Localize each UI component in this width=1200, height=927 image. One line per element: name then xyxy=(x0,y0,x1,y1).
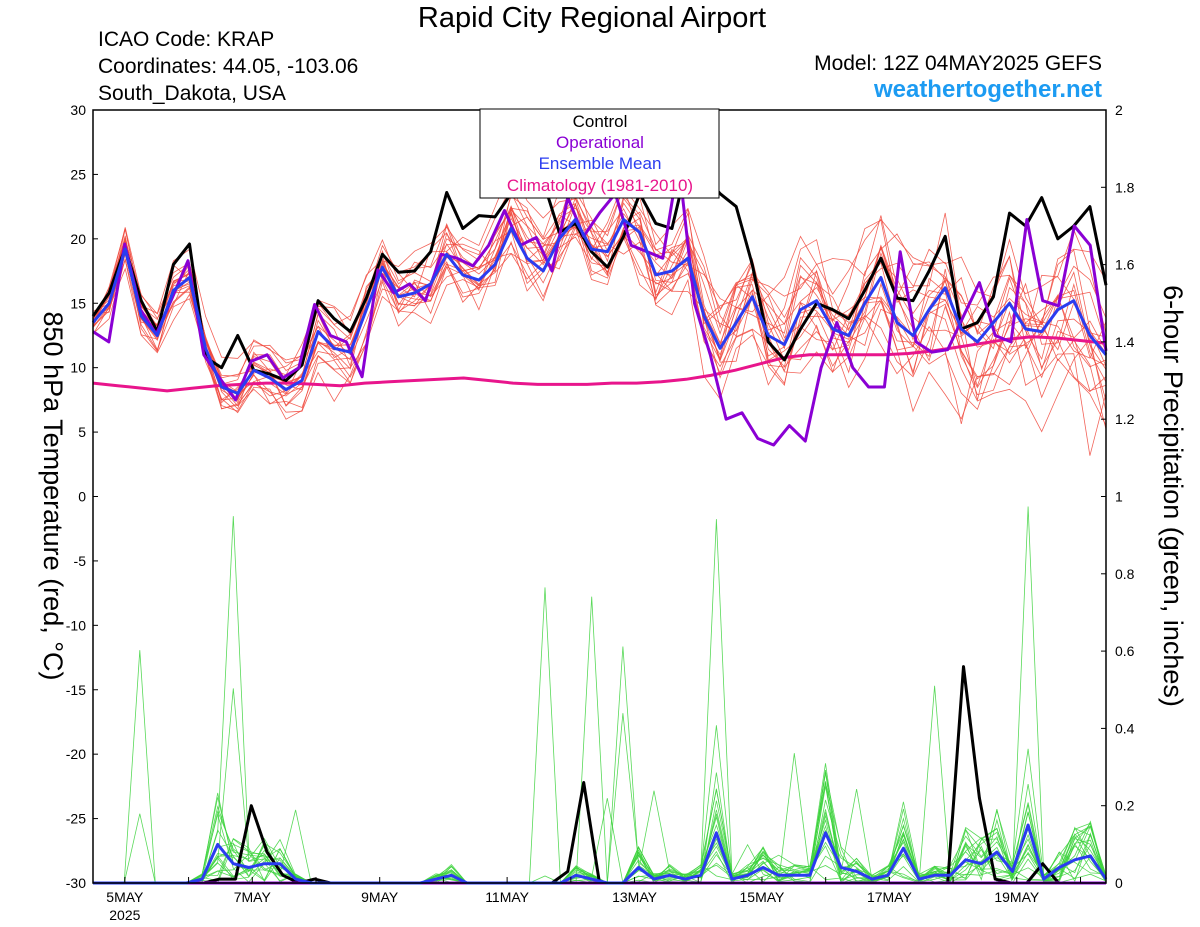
left-tick-label: -25 xyxy=(66,811,86,827)
ensemble-mean-precipitation-line xyxy=(93,823,1108,885)
left-tick-label: 10 xyxy=(70,360,86,376)
right-tick-label: 0.2 xyxy=(1115,798,1135,814)
right-axis-ticks: 2 1.8 1.6 1.4 1.2 1 0.8 0.6 0.4 0.2 0 xyxy=(1101,102,1135,891)
right-tick-label: 0.4 xyxy=(1115,720,1135,736)
chart-title: Rapid City Regional Airport xyxy=(417,2,767,34)
left-axis-label: 850 hPa Temperature (red, °C) xyxy=(38,312,68,681)
right-tick-label: 0.8 xyxy=(1115,566,1135,582)
legend: Control Operational Ensemble Mean Climat… xyxy=(479,108,720,199)
left-tick-label: -10 xyxy=(66,617,86,633)
temperature-member-line xyxy=(92,218,1107,402)
left-tick-label: 0 xyxy=(78,489,86,505)
left-tick-label: 5 xyxy=(78,424,86,440)
right-tick-label: 1 xyxy=(1115,489,1123,505)
left-tick-label: -5 xyxy=(74,553,87,569)
legend-entry-climatology: Climatology (1981-2010) xyxy=(507,176,693,195)
right-tick-label: 1.8 xyxy=(1115,179,1135,195)
x-axis-ticks: 5MAY 2025 7MAY 9MAY 11MAY 13MAY 15MAY 17MAY 19MA… xyxy=(106,877,1082,923)
control-temperature-line xyxy=(91,160,1108,382)
right-tick-label: 0.6 xyxy=(1115,643,1135,659)
temperature-member-line xyxy=(92,227,1107,377)
x-tick-label: 7MAY xyxy=(234,889,272,905)
coordinates: Coordinates: 44.05, -103.06 xyxy=(98,55,359,78)
x-tick-label: 13MAY xyxy=(612,889,658,905)
x-tick-label: 15MAY xyxy=(740,889,786,905)
left-tick-label: 20 xyxy=(70,231,86,247)
temperature-member-line xyxy=(92,187,1107,404)
x-tick-year: 2025 xyxy=(109,907,140,923)
right-tick-label: 2 xyxy=(1115,102,1123,118)
left-axis-ticks: 30 25 20 15 10 5 0 -5 -10 -15 -20 -25 -30 xyxy=(66,102,98,891)
ensemble-mean-temperature-line xyxy=(91,218,1108,395)
x-tick-label: 5MAY xyxy=(106,889,144,905)
temperature-member-line xyxy=(92,215,1107,401)
legend-entry-ensemble-mean: Ensemble Mean xyxy=(539,154,662,173)
temperature-member-line xyxy=(92,209,1107,401)
right-tick-label: 1.6 xyxy=(1115,257,1135,273)
x-tick-label: 11MAY xyxy=(485,889,529,905)
left-tick-label: -30 xyxy=(66,875,86,891)
x-tick-label: 17MAY xyxy=(867,889,913,905)
temperature-member-line xyxy=(92,184,1107,393)
right-axis-label: 6-hour Precipitation (green, inches) xyxy=(1158,285,1188,707)
icao-code: ICAO Code: KRAP xyxy=(98,28,275,51)
region: South_Dakota, USA xyxy=(98,82,286,105)
temperature-member-line xyxy=(92,202,1107,407)
right-tick-label: 1.2 xyxy=(1115,411,1135,427)
right-tick-label: 0 xyxy=(1115,875,1123,891)
operational-temperature-line xyxy=(92,160,1108,447)
left-tick-label: -20 xyxy=(66,746,86,762)
right-tick-label: 1.4 xyxy=(1115,334,1135,350)
left-tick-label: -15 xyxy=(66,682,86,698)
x-tick-label: 9MAY xyxy=(361,889,399,905)
legend-box xyxy=(479,108,720,199)
model-run: Model: 12Z 04MAY2025 GEFS xyxy=(814,52,1102,75)
left-tick-label: 15 xyxy=(70,295,86,311)
left-tick-label: 30 xyxy=(70,102,86,118)
legend-entry-operational: Operational xyxy=(556,133,644,152)
left-tick-label: 25 xyxy=(70,166,86,182)
legend-entry-control: Control xyxy=(573,112,628,131)
x-tick-label: 19MAY xyxy=(994,889,1040,905)
site-link[interactable]: weathertogether.net xyxy=(873,76,1102,103)
